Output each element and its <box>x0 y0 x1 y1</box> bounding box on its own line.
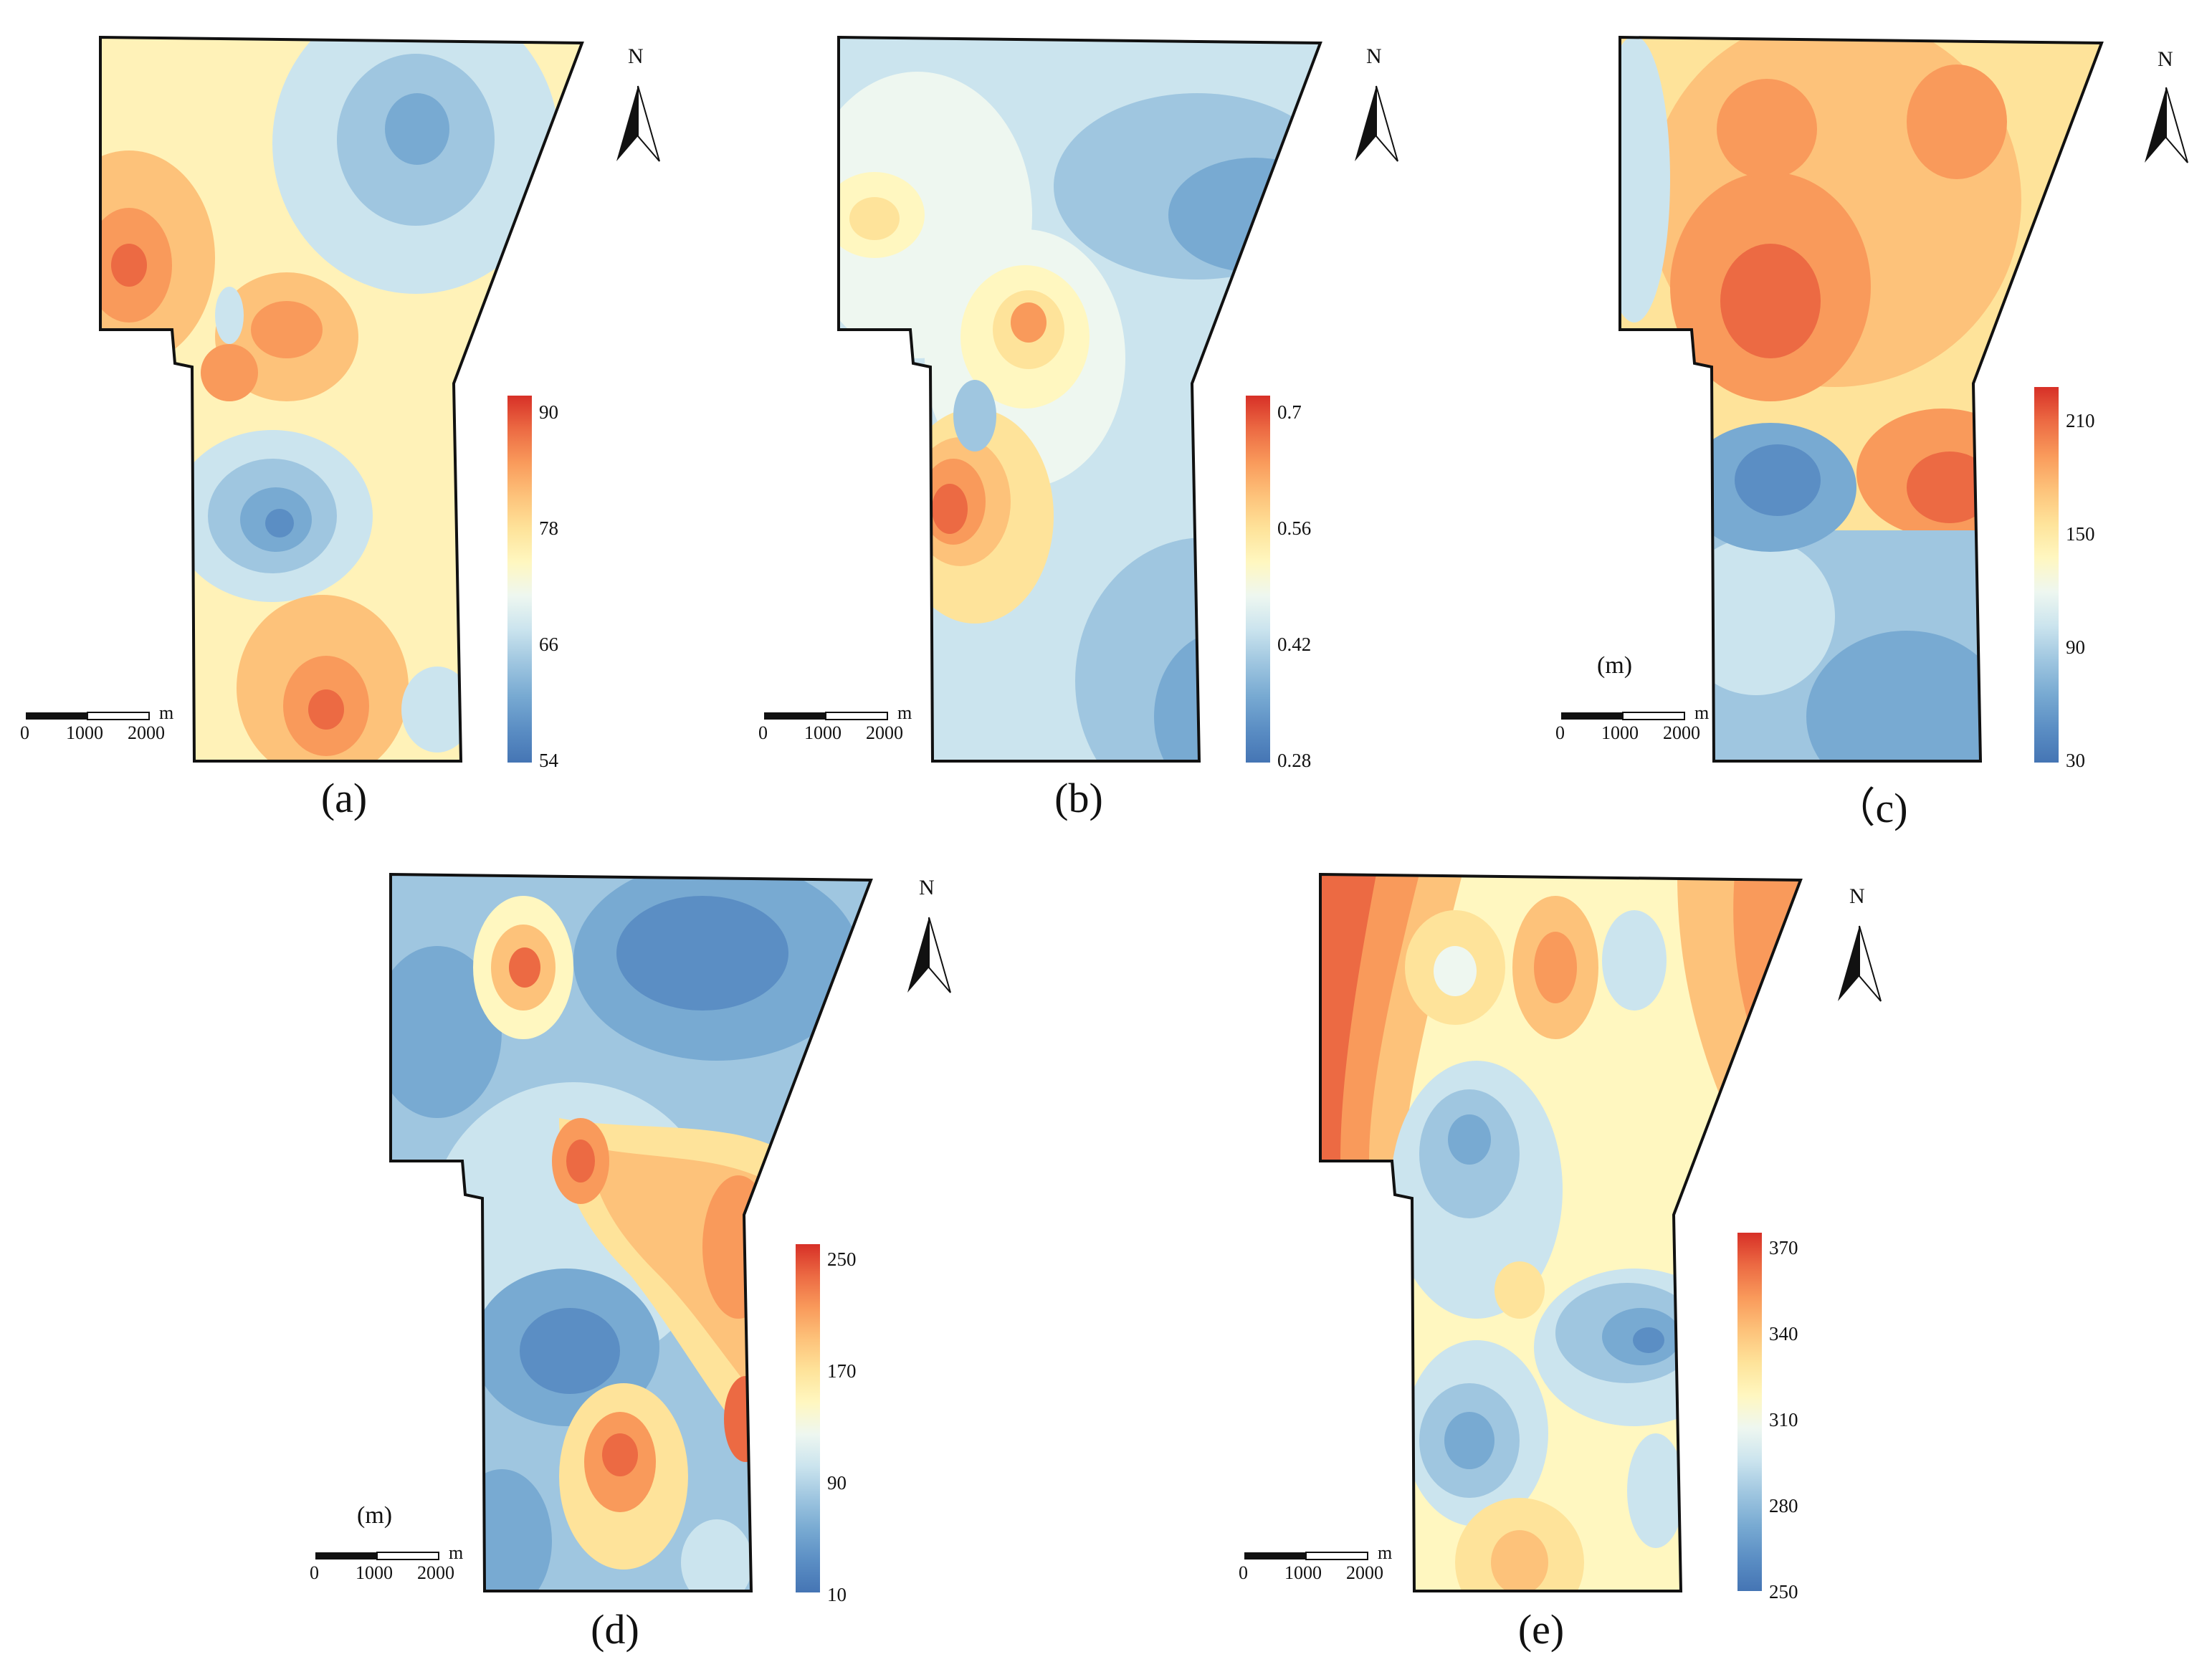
north-arrow-icon <box>907 917 951 993</box>
north-arrow-icon <box>1355 85 1398 162</box>
map-svg-e <box>1319 873 1802 1592</box>
north-label-a: N <box>628 44 644 68</box>
scale-label-c-2: 2000 <box>1663 722 1700 743</box>
north-arrow-icon <box>1838 925 1882 1002</box>
colorbar-tick-b-1: 0.56 <box>1277 517 1312 539</box>
map-svg-d <box>389 873 872 1592</box>
colorbar-tick-c-1: 150 <box>2066 523 2095 545</box>
scale-bar-e <box>1244 1552 1368 1560</box>
north-label-d: N <box>919 876 935 899</box>
panel-caption-a: (a) <box>320 775 368 821</box>
scale-label-c-1: 1000 <box>1601 722 1639 743</box>
colorbar-tick-a-3: 54 <box>539 750 558 771</box>
panel-caption-b: (b) <box>1054 775 1103 821</box>
north-arrow-icon <box>2145 87 2188 163</box>
scale-label-a-0: 0 <box>20 722 29 743</box>
colorbar-tick-b-3: 0.28 <box>1277 750 1312 771</box>
colorbar-c <box>2034 387 2059 763</box>
scale-label-e-0: 0 <box>1239 1562 1248 1583</box>
surface-a <box>100 37 582 761</box>
colorbar-tick-e-2: 310 <box>1769 1409 1798 1430</box>
colorbar-tick-a-2: 66 <box>539 634 558 655</box>
north-label-b: N <box>1366 44 1382 68</box>
panel-caption-d: (d) <box>591 1606 639 1653</box>
scale-unit-e: m <box>1378 1542 1393 1563</box>
panel-caption-e: (e) <box>1517 1606 1565 1653</box>
scale-label-d-2: 2000 <box>417 1562 454 1583</box>
colorbar-tick-d-2: 90 <box>827 1472 847 1494</box>
scale-unit-c: m <box>1694 702 1710 723</box>
unit-label-c: (m) <box>1597 652 1633 679</box>
scale-bar-b <box>764 712 888 720</box>
colorbar-e <box>1737 1233 1762 1591</box>
map-panel-c: 210 150 90 30 (m) N 0 1000 2000 m （c) <box>1484 0 2201 831</box>
surface-e <box>1320 874 1801 1591</box>
colorbar-tick-e-3: 280 <box>1769 1495 1798 1516</box>
map-panel-b: 0.7 0.56 0.42 0.28 N 0 1000 2000 m (b) <box>738 0 1455 831</box>
scale-label-e-2: 2000 <box>1346 1562 1383 1583</box>
scale-label-a-1: 1000 <box>66 722 103 743</box>
scale-label-d-0: 0 <box>310 1562 319 1583</box>
colorbar-b <box>1246 396 1270 763</box>
scale-label-c-0: 0 <box>1555 722 1565 743</box>
scale-bar-d <box>315 1552 439 1560</box>
unit-label-d: (m) <box>357 1502 393 1529</box>
scale-bar-c <box>1561 712 1685 720</box>
scale-unit-a: m <box>159 702 174 723</box>
map-svg-a <box>99 36 583 763</box>
north-arrow-icon <box>616 85 660 162</box>
scale-label-b-1: 1000 <box>804 722 842 743</box>
surface-d <box>391 874 871 1591</box>
colorbar-tick-c-0: 210 <box>2066 410 2095 431</box>
colorbar-tick-c-2: 90 <box>2066 636 2085 658</box>
colorbar-tick-e-4: 250 <box>1769 1581 1798 1602</box>
map-panel-d: 250 170 90 10 (m) N 0 1000 2000 m (d) <box>287 846 1003 1667</box>
map-svg-c <box>1619 36 2103 763</box>
north-label-e: N <box>1849 884 1865 908</box>
colorbar-tick-b-0: 0.7 <box>1277 401 1302 423</box>
scale-bar-a <box>26 712 150 720</box>
colorbar-tick-a-1: 78 <box>539 517 558 539</box>
scale-label-a-2: 2000 <box>128 722 165 743</box>
colorbar-tick-b-2: 0.42 <box>1277 634 1312 655</box>
colorbar-tick-e-0: 370 <box>1769 1237 1798 1258</box>
colorbar-tick-e-1: 340 <box>1769 1323 1798 1344</box>
scale-unit-d: m <box>449 1542 464 1563</box>
colorbar-tick-d-0: 250 <box>827 1248 857 1270</box>
colorbar-tick-c-3: 30 <box>2066 750 2085 771</box>
scale-label-e-1: 1000 <box>1284 1562 1322 1583</box>
scale-label-b-0: 0 <box>758 722 768 743</box>
map-panel-e: 370 340 310 280 250 N 0 1000 2000 m (e) <box>1219 846 1935 1667</box>
colorbar-d <box>796 1244 820 1592</box>
colorbar-a <box>507 396 532 763</box>
colorbar-tick-a-0: 90 <box>539 401 558 423</box>
scale-label-b-2: 2000 <box>866 722 903 743</box>
colorbar-tick-d-1: 170 <box>827 1360 857 1382</box>
north-label-c: N <box>2158 47 2173 71</box>
scale-unit-b: m <box>897 702 912 723</box>
scale-label-d-1: 1000 <box>356 1562 393 1583</box>
colorbar-tick-d-3: 10 <box>827 1584 847 1605</box>
panel-caption-c: （c) <box>1834 785 1908 831</box>
map-panel-a: 90 78 66 54 N 0 1000 2000 m (a) <box>0 0 717 831</box>
